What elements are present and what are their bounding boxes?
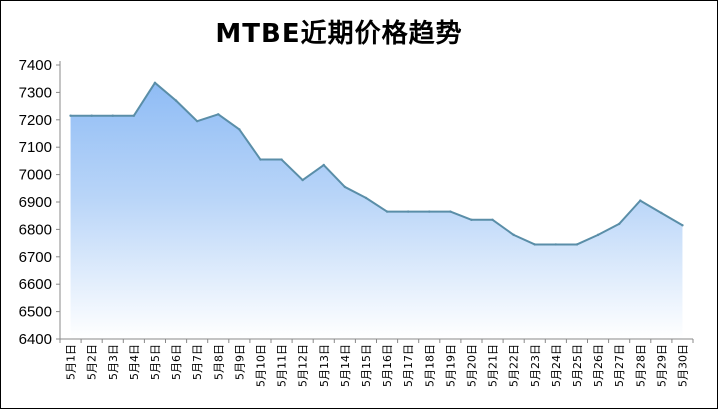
data-point: [153, 81, 157, 85]
y-tick-label: 6400: [19, 331, 52, 348]
data-point: [512, 233, 515, 237]
x-tick-label: 5月18日: [423, 344, 436, 387]
y-tick-label: 7100: [19, 139, 52, 156]
data-point: [322, 163, 325, 167]
x-tick-label: 5月15日: [360, 344, 373, 387]
x-tick-label: 5月6日: [170, 344, 183, 380]
data-point: [301, 178, 304, 182]
x-tick-label: 5月28日: [634, 344, 647, 387]
x-tick-label: 5月12日: [297, 344, 310, 387]
y-tick-label: 7000: [19, 167, 52, 184]
x-tick-label: 5月23日: [529, 344, 542, 387]
x-tick-label: 5月11日: [276, 344, 289, 387]
x-tick-label: 5月2日: [86, 344, 99, 380]
data-point: [238, 128, 241, 131]
data-point: [470, 218, 473, 222]
x-tick-label: 5月21日: [487, 344, 500, 387]
data-point: [406, 210, 410, 213]
data-point: [90, 114, 93, 117]
x-tick-label: 5月4日: [128, 344, 141, 380]
x-tick-label: 5月3日: [107, 344, 120, 380]
x-tick-label: 5月26日: [592, 344, 605, 387]
x-tick-label: 5月1日: [65, 344, 78, 380]
data-point: [554, 243, 558, 246]
data-point: [174, 99, 178, 102]
data-point: [69, 114, 72, 117]
x-tick-label: 5月16日: [381, 344, 394, 387]
data-point: [533, 243, 536, 246]
y-tick-label: 6700: [19, 249, 52, 266]
data-point: [428, 210, 431, 213]
x-tick-label: 5月19日: [444, 344, 457, 387]
data-point: [217, 113, 220, 116]
data-point: [111, 114, 114, 117]
x-tick-label: 5月20日: [465, 344, 478, 387]
x-tick-label: 5月29日: [655, 344, 668, 387]
data-point: [617, 222, 621, 226]
x-tick-label: 5月22日: [508, 344, 521, 387]
chart-title: MTBE近期价格趋势: [215, 19, 463, 49]
data-point: [364, 196, 368, 200]
x-tick-label: 5月9日: [233, 344, 246, 380]
data-point: [491, 218, 494, 222]
data-point: [660, 211, 663, 215]
y-tick-label: 6800: [19, 221, 52, 238]
data-point: [596, 233, 600, 237]
data-point: [449, 210, 452, 213]
area-fill: [70, 82, 683, 339]
x-tick-label: 5月25日: [571, 344, 584, 387]
data-point: [280, 158, 283, 161]
y-tick-label: 7300: [19, 84, 52, 101]
data-point: [385, 210, 389, 213]
x-tick-label: 5月17日: [402, 344, 415, 387]
data-point: [259, 158, 262, 161]
x-tick-label: 5月8日: [212, 344, 225, 380]
y-tick-label: 6900: [19, 194, 52, 211]
x-tick-label: 5月5日: [149, 344, 162, 380]
x-tick-label: 5月10日: [254, 344, 267, 387]
x-tick-label: 5月24日: [550, 344, 563, 387]
x-tick-label: 5月7日: [191, 344, 204, 380]
y-tick-label: 6600: [19, 276, 52, 293]
data-point: [639, 199, 642, 202]
x-tick-label: 5月13日: [318, 344, 331, 387]
x-tick-label: 5月30日: [676, 344, 689, 387]
y-tick-label: 6500: [19, 304, 52, 321]
x-tick-label: 5月27日: [613, 344, 626, 387]
x-tick-label: 5月14日: [339, 344, 352, 387]
data-point: [343, 185, 347, 189]
data-point: [132, 114, 136, 117]
series-line: [70, 81, 683, 246]
y-tick-label: 7200: [19, 112, 52, 129]
data-point: [681, 224, 684, 227]
data-point: [195, 119, 199, 123]
data-point: [575, 243, 579, 246]
y-tick-label: 7400: [19, 57, 52, 74]
